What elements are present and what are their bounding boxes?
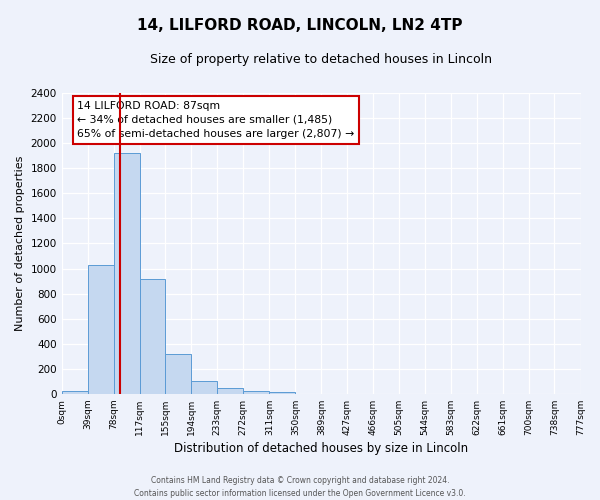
X-axis label: Distribution of detached houses by size in Lincoln: Distribution of detached houses by size … [174, 442, 468, 455]
Bar [114, 153, 140, 394]
Y-axis label: Number of detached properties: Number of detached properties [15, 156, 25, 331]
Bar [140, 278, 165, 394]
Bar [88, 266, 114, 394]
Bar [191, 380, 217, 394]
Text: 14 LILFORD ROAD: 87sqm
← 34% of detached houses are smaller (1,485)
65% of semi-: 14 LILFORD ROAD: 87sqm ← 34% of detached… [77, 100, 355, 140]
Bar [165, 354, 191, 394]
Bar [62, 390, 88, 394]
Bar [243, 392, 269, 394]
Bar [217, 388, 243, 394]
Text: 14, LILFORD ROAD, LINCOLN, LN2 4TP: 14, LILFORD ROAD, LINCOLN, LN2 4TP [137, 18, 463, 32]
Bar [269, 392, 295, 394]
Text: Contains HM Land Registry data © Crown copyright and database right 2024.
Contai: Contains HM Land Registry data © Crown c… [134, 476, 466, 498]
Title: Size of property relative to detached houses in Lincoln: Size of property relative to detached ho… [150, 52, 492, 66]
